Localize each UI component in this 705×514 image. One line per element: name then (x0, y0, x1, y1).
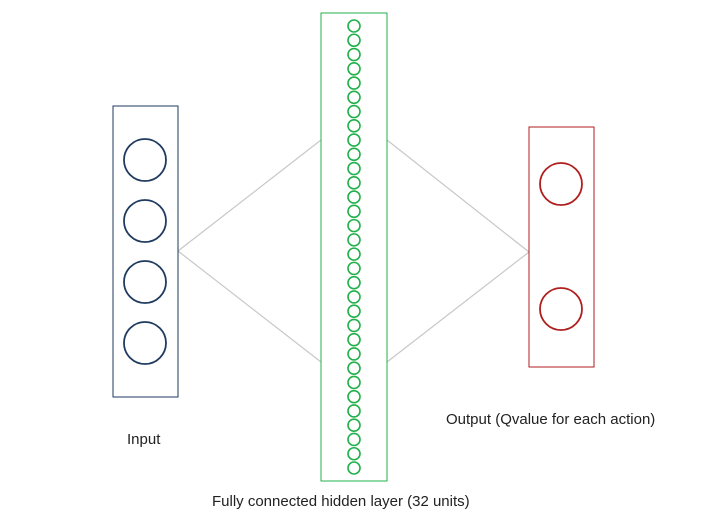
hidden-neuron (347, 389, 361, 404)
hidden-neuron (347, 361, 361, 375)
hidden-neuron (347, 304, 361, 318)
hidden-neuron (347, 290, 361, 304)
hidden-neuron (347, 76, 361, 90)
input-neuron (123, 199, 167, 243)
hidden-neuron (347, 418, 361, 433)
hidden-neuron (347, 119, 361, 133)
hidden-neuron (347, 432, 361, 447)
input-nodes (123, 138, 167, 365)
hidden-neuron (347, 133, 361, 147)
hidden-neuron (347, 176, 361, 190)
hidden-neuron (347, 461, 361, 475)
output-neuron (539, 162, 583, 206)
hidden-neuron (347, 204, 361, 219)
input-layer-label: Input (127, 431, 161, 448)
hidden-neuron (347, 61, 361, 76)
hidden-neuron (347, 218, 361, 233)
hidden-layer-box (320, 12, 388, 482)
connector-input-hidden-bottom (177, 250, 322, 363)
hidden-neuron (347, 247, 361, 261)
input-neuron (123, 260, 167, 304)
hidden-neuron (347, 233, 361, 247)
output-nodes (539, 162, 583, 331)
input-layer-box (112, 105, 179, 398)
hidden-neuron (347, 446, 361, 461)
hidden-neuron (347, 404, 361, 418)
hidden-neuron (347, 261, 361, 276)
connectors (177, 139, 530, 363)
hidden-neuron (347, 47, 361, 62)
hidden-neuron (347, 347, 361, 361)
connector-input-hidden-top (177, 139, 322, 252)
hidden-nodes (347, 19, 361, 475)
hidden-neuron (347, 318, 361, 333)
output-layer-box (528, 126, 595, 368)
output-layer-label: Output (Qvalue for each action) (446, 411, 656, 428)
hidden-neuron (347, 275, 361, 290)
connector-hidden-output-top (386, 139, 530, 253)
input-neuron (123, 138, 167, 182)
hidden-neuron (347, 104, 361, 119)
hidden-neuron (347, 375, 361, 390)
hidden-neuron (347, 33, 361, 48)
hidden-neuron (347, 190, 361, 204)
hidden-neuron (347, 161, 361, 176)
input-neuron (123, 321, 167, 365)
hidden-neuron (347, 147, 361, 162)
hidden-neuron (347, 90, 361, 105)
connector-hidden-output-bottom (386, 251, 530, 363)
hidden-neuron (347, 332, 361, 347)
hidden-neuron (347, 19, 361, 33)
hidden-layer-label: Fully connected hidden layer (32 units) (212, 493, 470, 510)
output-neuron (539, 287, 583, 331)
